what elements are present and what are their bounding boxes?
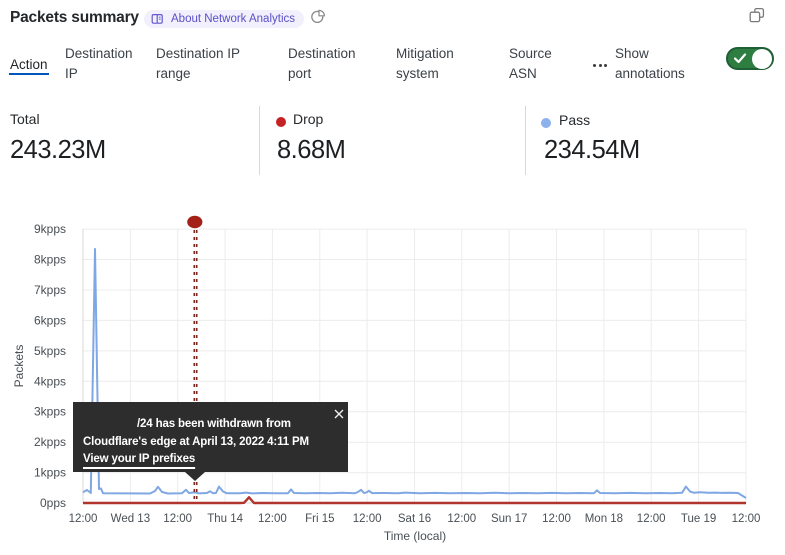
svg-text:5kpps: 5kpps [34, 344, 66, 358]
svg-text:Wed 13: Wed 13 [111, 513, 150, 525]
svg-text:Thu 14: Thu 14 [207, 513, 243, 525]
svg-text:Time (local): Time (local) [384, 529, 446, 543]
svg-text:12:00: 12:00 [732, 513, 761, 525]
svg-text:4kpps: 4kpps [34, 374, 66, 388]
svg-text:Mon 18: Mon 18 [585, 513, 623, 525]
svg-text:12:00: 12:00 [542, 513, 571, 525]
svg-text:0pps: 0pps [40, 496, 66, 510]
svg-text:3kpps: 3kpps [34, 405, 66, 419]
svg-text:8kpps: 8kpps [34, 253, 66, 267]
svg-text:Fri 15: Fri 15 [305, 513, 334, 525]
svg-text:2kpps: 2kpps [34, 435, 66, 449]
svg-text:Sat 16: Sat 16 [398, 513, 431, 525]
svg-text:Sun 17: Sun 17 [491, 513, 527, 525]
svg-text:12:00: 12:00 [353, 513, 382, 525]
svg-text:Packets: Packets [12, 345, 26, 388]
svg-text:12:00: 12:00 [69, 513, 98, 525]
svg-text:12:00: 12:00 [447, 513, 476, 525]
svg-text:12:00: 12:00 [258, 513, 287, 525]
svg-text:7kpps: 7kpps [34, 283, 66, 297]
svg-text:12:00: 12:00 [637, 513, 666, 525]
svg-text:12:00: 12:00 [163, 513, 192, 525]
svg-text:Tue 19: Tue 19 [681, 513, 716, 525]
svg-text:1kpps: 1kpps [34, 466, 66, 480]
svg-text:6kpps: 6kpps [34, 313, 66, 327]
svg-text:9kpps: 9kpps [34, 222, 66, 236]
